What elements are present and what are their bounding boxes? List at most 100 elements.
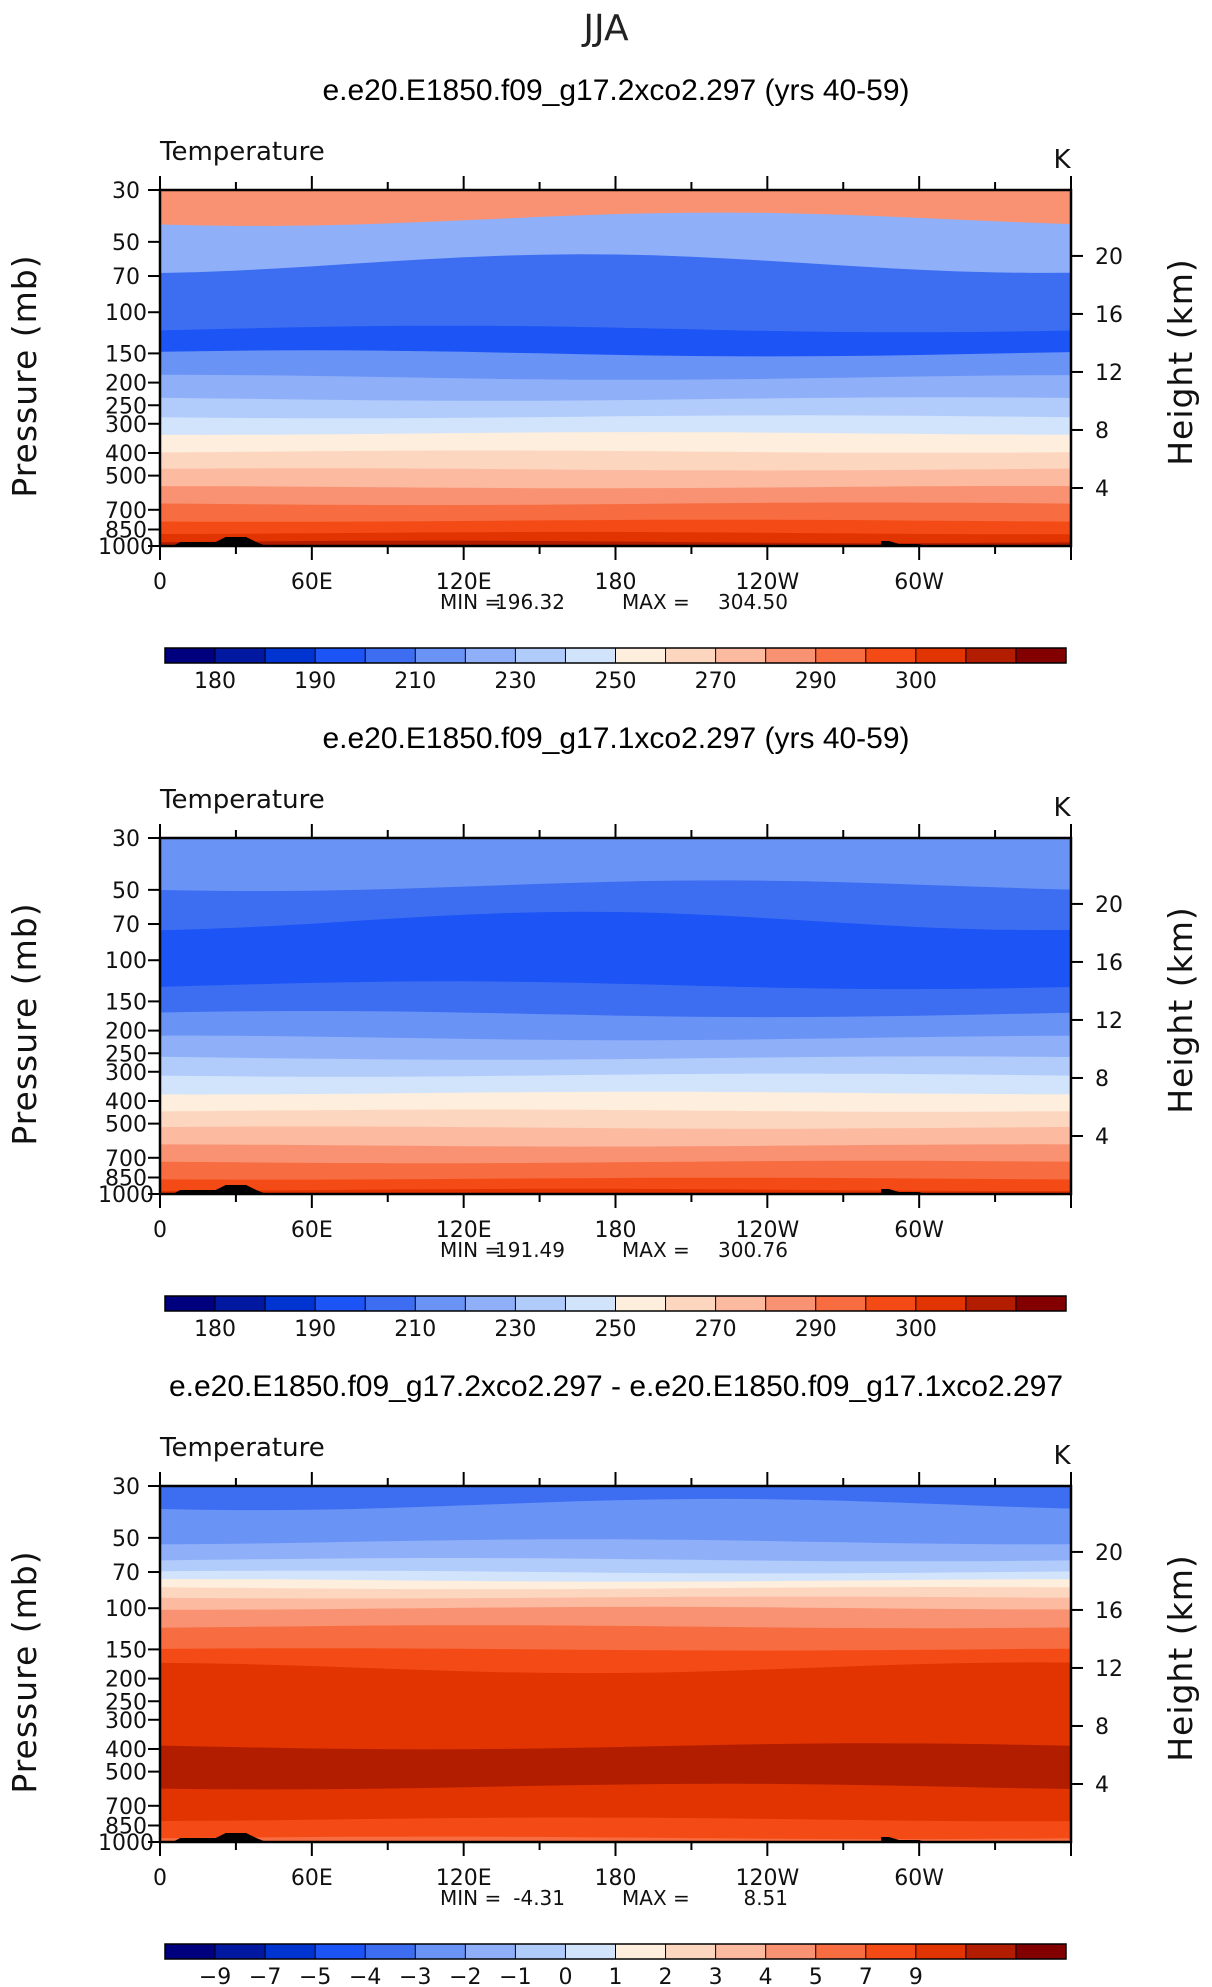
panel-variable-label: Temperature (159, 137, 325, 167)
y-tick-label: 150 (105, 990, 147, 1015)
y-tick-label: 30 (112, 1475, 140, 1500)
x-tick-label: 60W (894, 1218, 944, 1243)
y-tick-label: 100 (105, 949, 147, 974)
y2-tick-label: 16 (1095, 1599, 1123, 1624)
y-tick-label: 250 (105, 394, 147, 419)
y2-axis-label: Height (km) (1161, 906, 1200, 1114)
colorbar-swatch (165, 648, 216, 663)
colorbar-swatch (965, 1944, 1017, 1959)
y-tick-label: 200 (105, 372, 147, 397)
x-tick-label: 180 (595, 570, 637, 595)
colorbar-swatch (365, 1296, 416, 1311)
colorbar-label: 3 (709, 1965, 723, 1987)
colorbar-swatch (565, 1296, 616, 1311)
y2-tick-label: 8 (1095, 1715, 1109, 1740)
y-tick-label: 50 (112, 1527, 140, 1552)
contour-bands (160, 190, 1071, 547)
colorbar-swatch (715, 648, 767, 663)
y-tick-label: 150 (105, 1638, 147, 1663)
y-tick-label: 50 (112, 879, 140, 904)
y-tick-label: 250 (105, 1042, 147, 1067)
y-tick-label: 70 (112, 265, 140, 290)
colorbar-label: 210 (394, 669, 436, 694)
x-tick-label: 0 (153, 1866, 167, 1891)
contour-band (160, 540, 1071, 546)
colorbar-swatch (865, 648, 917, 663)
colorbar-label: −7 (249, 1965, 281, 1987)
colorbar-swatch (265, 648, 316, 663)
colorbar-label: 1 (609, 1965, 623, 1987)
colorbar-swatch (1015, 1944, 1067, 1959)
panel-variable-label: Temperature (159, 1433, 325, 1463)
colorbar-label: 250 (595, 1317, 637, 1342)
colorbar-swatch (865, 1944, 917, 1959)
topography-asia (172, 1185, 267, 1194)
colorbar-swatch (915, 648, 967, 663)
x-tick-label: 120E (436, 1218, 492, 1243)
panel-3: e.e20.E1850.f09_g17.2xco2.297 - e.e20.E1… (5, 1370, 1200, 1987)
colorbar: 180 190 210 230 250 270 290 300 (164, 1295, 1067, 1342)
min-value: 191.49 (495, 1238, 565, 1262)
y2-axis-label: Height (km) (1161, 258, 1200, 466)
y-tick-label: 700 (105, 499, 147, 524)
colorbar-swatch (165, 1944, 216, 1959)
max-value: 8.51 (743, 1886, 788, 1910)
y-tick-label: 200 (105, 1020, 147, 1045)
x-tick-label: 60E (291, 570, 333, 595)
colorbar-label: 230 (494, 669, 536, 694)
y-tick-label: 300 (105, 413, 147, 438)
x-tick-label: 0 (153, 570, 167, 595)
x-axis: 0 60E 120E 180 120W 60W (153, 824, 1072, 1243)
y2-tick-label: 20 (1095, 1541, 1123, 1566)
colorbar-swatch (1015, 1296, 1067, 1311)
y-tick-label: 150 (105, 342, 147, 367)
colorbar-label: 290 (795, 1317, 837, 1342)
colorbar-swatch (215, 1296, 266, 1311)
colorbar-swatch (215, 648, 266, 663)
colorbar-swatch (315, 1944, 366, 1959)
y-tick-label: 250 (105, 1690, 147, 1715)
colorbar-label: −9 (199, 1965, 231, 1987)
panel-title: e.e20.E1850.f09_g17.2xco2.297 (yrs 40-59… (322, 74, 909, 107)
colorbar-swatch (365, 1944, 416, 1959)
colorbar-label: 190 (294, 669, 336, 694)
colorbar-swatch (615, 648, 667, 663)
y-tick-label: 70 (112, 1561, 140, 1586)
colorbar-swatch (815, 1296, 867, 1311)
y-tick-label: 850 (105, 1815, 147, 1840)
colorbar-label: 0 (558, 1965, 572, 1987)
colorbar-swatch (565, 648, 616, 663)
y-tick-label: 500 (105, 1761, 147, 1786)
colorbar-swatch (565, 1944, 616, 1959)
colorbar-swatch (615, 1296, 667, 1311)
max-label: MAX = (622, 1238, 690, 1262)
colorbar-label: 180 (194, 1317, 236, 1342)
contour-bands (160, 838, 1071, 1194)
y-tick-label: 500 (105, 1113, 147, 1138)
colorbar-label: 270 (695, 1317, 737, 1342)
y-axis-height: 20 16 12 8 4 (1071, 1541, 1123, 1798)
y-tick-label: 50 (112, 231, 140, 256)
x-tick-label: 120W (735, 570, 799, 595)
x-tick-label: 120E (436, 570, 492, 595)
topography-asia (172, 537, 267, 546)
min-label: MIN = (440, 590, 501, 614)
y-tick-label: 100 (105, 301, 147, 326)
colorbar-label: 250 (595, 669, 637, 694)
colorbar-swatch (665, 648, 717, 663)
y-tick-label: 700 (105, 1147, 147, 1172)
colorbar-swatch (315, 1296, 366, 1311)
colorbar-swatch (515, 1296, 566, 1311)
colorbar-label: 270 (695, 669, 737, 694)
colorbar-label: 4 (759, 1965, 773, 1987)
y2-tick-label: 4 (1095, 477, 1109, 502)
colorbar-swatch (865, 1296, 917, 1311)
colorbar-swatch (465, 1296, 516, 1311)
max-label: MAX = (622, 1886, 690, 1910)
colorbar-label: −2 (449, 1965, 481, 1987)
y-tick-label: 400 (105, 442, 147, 467)
